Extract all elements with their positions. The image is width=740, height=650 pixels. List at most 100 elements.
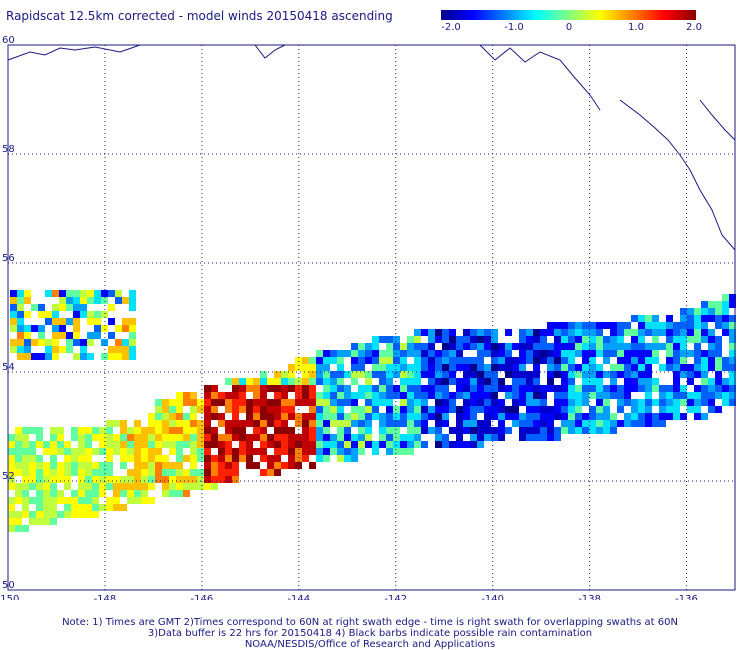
wind-cell	[617, 357, 624, 364]
wind-cell	[316, 357, 323, 364]
wind-cell	[701, 357, 708, 364]
wind-cell	[129, 339, 136, 346]
wind-cell	[603, 336, 610, 343]
wind-cell	[323, 385, 330, 392]
wind-cell	[29, 441, 36, 448]
wind-cell	[701, 308, 708, 315]
wind-cell	[407, 364, 414, 371]
wind-cell	[239, 448, 246, 455]
wind-cell	[38, 304, 45, 311]
wind-cell	[582, 392, 589, 399]
wind-cell	[393, 343, 400, 350]
wind-cell	[15, 441, 22, 448]
wind-cell	[596, 343, 603, 350]
wind-cell	[589, 343, 596, 350]
wind-cell	[85, 511, 92, 518]
wind-cell	[94, 325, 101, 332]
wind-cell	[358, 392, 365, 399]
wind-cell	[155, 406, 162, 413]
wind-cell	[505, 357, 512, 364]
wind-cell	[127, 483, 134, 490]
wind-cell	[463, 336, 470, 343]
wind-cell	[554, 392, 561, 399]
wind-cell	[246, 434, 253, 441]
wind-map: -150-148-146-144-142-140-138-13650525456…	[0, 35, 736, 600]
wind-cell	[533, 357, 540, 364]
wind-cell	[57, 448, 64, 455]
wind-cell	[211, 476, 218, 483]
wind-cell	[162, 406, 169, 413]
wind-cell	[526, 420, 533, 427]
wind-cell	[442, 336, 449, 343]
wind-cell	[183, 490, 190, 497]
map-grid	[7, 44, 736, 591]
wind-cell	[547, 420, 554, 427]
wind-cell	[129, 325, 136, 332]
wind-cell	[15, 434, 22, 441]
wind-cell	[169, 413, 176, 420]
wind-cell	[596, 336, 603, 343]
wind-cell	[484, 364, 491, 371]
wind-cell	[267, 455, 274, 462]
wind-cell	[169, 399, 176, 406]
wind-cell	[610, 378, 617, 385]
wind-cell	[582, 322, 589, 329]
wind-cell	[87, 353, 94, 360]
wind-cell	[17, 311, 24, 318]
wind-cell	[610, 385, 617, 392]
wind-cell	[302, 357, 309, 364]
wind-cell	[43, 448, 50, 455]
wind-cell	[519, 420, 526, 427]
wind-cell	[645, 350, 652, 357]
wind-cell	[512, 420, 519, 427]
wind-cell	[253, 399, 260, 406]
wind-cell	[66, 339, 73, 346]
wind-cell	[80, 339, 87, 346]
wind-cell	[645, 322, 652, 329]
wind-cell	[330, 420, 337, 427]
wind-cell	[365, 350, 372, 357]
wind-cell	[442, 392, 449, 399]
wind-cell	[24, 290, 31, 297]
lon-tick-label: -138	[578, 594, 601, 600]
wind-cell	[386, 427, 393, 434]
wind-cell	[687, 308, 694, 315]
wind-cell	[386, 357, 393, 364]
wind-cell	[519, 413, 526, 420]
wind-cell	[589, 378, 596, 385]
wind-cell	[365, 399, 372, 406]
wind-cell	[638, 343, 645, 350]
wind-cell	[687, 399, 694, 406]
wind-cell	[631, 350, 638, 357]
wind-cell	[101, 297, 108, 304]
wind-cell	[267, 413, 274, 420]
wind-cell	[176, 399, 183, 406]
wind-cell	[246, 462, 253, 469]
wind-cell	[589, 357, 596, 364]
wind-cell	[302, 413, 309, 420]
wind-cell	[274, 420, 281, 427]
wind-cell	[106, 427, 113, 434]
wind-cell	[470, 399, 477, 406]
wind-cell	[673, 329, 680, 336]
wind-cell	[491, 357, 498, 364]
wind-cell	[274, 455, 281, 462]
wind-cell	[92, 497, 99, 504]
wind-cell	[393, 371, 400, 378]
wind-cell	[197, 406, 204, 413]
wind-cell	[568, 378, 575, 385]
wind-cell	[624, 420, 631, 427]
wind-cell	[106, 497, 113, 504]
wind-cell	[701, 322, 708, 329]
wind-cell	[29, 518, 36, 525]
axis-labels: -150-148-146-144-142-140-138-13650525456…	[0, 35, 698, 600]
wind-cell	[148, 434, 155, 441]
wind-cell	[561, 385, 568, 392]
wind-cell	[211, 483, 218, 490]
wind-cell	[232, 448, 239, 455]
wind-cell	[477, 364, 484, 371]
wind-cell	[129, 304, 136, 311]
wind-cell	[197, 476, 204, 483]
wind-cell	[456, 441, 463, 448]
wind-cell	[687, 336, 694, 343]
